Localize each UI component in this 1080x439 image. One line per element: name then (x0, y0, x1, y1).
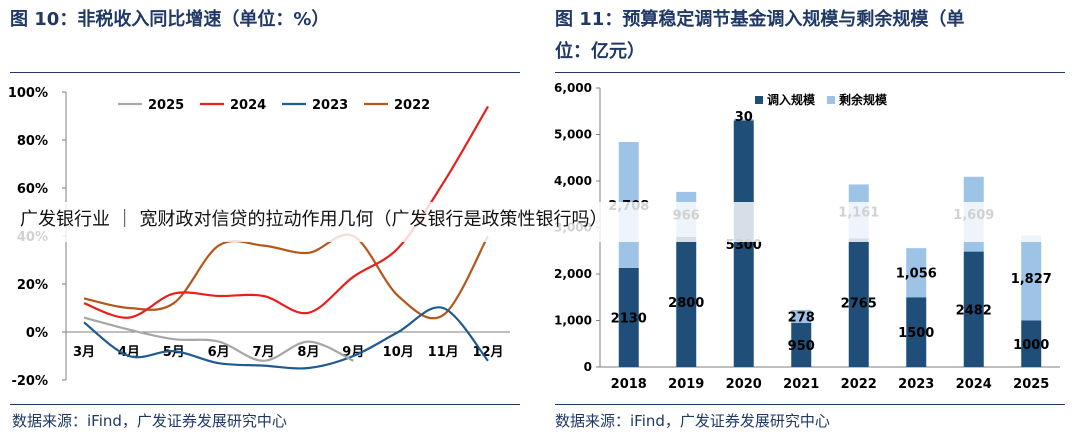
data-label: 278 (788, 310, 815, 325)
x-tick-label: 2020 (726, 377, 762, 392)
bar-调入规模 (676, 236, 697, 367)
data-label: 950 (788, 339, 815, 354)
x-tick-label: 2024 (956, 377, 992, 392)
legend-label: 2024 (230, 98, 266, 113)
right-data-source: 数据来源：iFind，广发证券发展研究中心 (555, 412, 830, 430)
left-source-divider (10, 404, 520, 405)
legend-label: 2023 (312, 98, 348, 113)
y-tick-label: 80% (17, 134, 48, 149)
right-source-divider (555, 404, 1065, 405)
y-tick-label: 100% (8, 86, 48, 101)
bar-剩余规模 (906, 248, 927, 298)
x-tick-label: 2025 (1013, 377, 1049, 392)
series-line-2022 (83, 233, 489, 320)
series-line-2025 (83, 316, 354, 362)
data-label: 30 (735, 110, 753, 125)
left-chart-title: 图 10：非税收入同比增速（单位：%） (10, 9, 330, 30)
data-label: 2800 (668, 296, 704, 311)
data-label: 1,827 (1011, 272, 1052, 287)
bar-调入规模 (733, 120, 754, 367)
series-line-2023 (83, 306, 489, 370)
legend-label: 调入规模 (767, 92, 816, 107)
x-tick-label: 2021 (783, 377, 819, 392)
bar-调入规模 (848, 238, 869, 367)
x-tick-label: 7月 (253, 345, 275, 360)
x-tick-label: 3月 (73, 345, 95, 360)
data-label: 2765 (841, 297, 877, 312)
data-label: 2130 (611, 311, 647, 326)
x-tick-label: 10月 (383, 345, 414, 360)
x-tick-label: 9月 (342, 345, 364, 360)
y-tick-label: 1,000 (554, 314, 592, 328)
bar-调入规模 (906, 297, 927, 367)
right-title-divider (555, 72, 1065, 73)
bar-调入规模 (963, 251, 984, 367)
y-tick-label: 2,000 (554, 267, 592, 281)
non-tax-revenue-line-chart: 100%80%60%40%20%0%-20%3月4月5月6月7月8月9月10月1… (8, 86, 510, 389)
y-tick-label: -20% (11, 374, 48, 389)
y-tick-label: 60% (17, 182, 48, 197)
article-title-overlay (0, 202, 1080, 242)
left-title-divider (10, 72, 520, 73)
bar-调入规模 (791, 322, 812, 367)
x-tick-label: 2018 (611, 377, 647, 392)
y-tick-label: 0% (26, 326, 48, 341)
y-tick-label: 6,000 (554, 81, 592, 95)
legend-label: 剩余规模 (839, 92, 888, 107)
right-chart-title-line1: 图 11：预算稳定调节基金调入规模与剩余规模（单 (555, 9, 965, 30)
left-data-source: 数据来源：iFind，广发证券发展研究中心 (12, 412, 287, 430)
y-tick-label: 4,000 (554, 174, 592, 188)
data-label: 1500 (898, 326, 934, 341)
bar-调入规模 (618, 267, 639, 367)
legend-label: 2022 (394, 98, 430, 113)
right-chart-title-line2: 位：亿元） (555, 41, 645, 62)
article-title-text: 广发银行业 ｜ 宽财政对信贷的拉动作用几何（广发银行是政策性银行吗） (20, 209, 608, 230)
x-tick-label: 6月 (208, 345, 230, 360)
bar-剩余规模 (733, 119, 754, 121)
y-tick-label: 0 (584, 360, 592, 374)
legend-swatch-调入规模 (755, 96, 763, 104)
x-tick-label: 5月 (163, 345, 185, 360)
bar-剩余规模 (791, 309, 812, 323)
x-tick-label: 2023 (898, 377, 934, 392)
x-tick-label: 8月 (297, 345, 319, 360)
bar-剩余规模 (1021, 235, 1042, 321)
data-label: 1000 (1013, 338, 1049, 353)
data-label: 1,056 (896, 267, 937, 282)
x-tick-label: 2019 (668, 377, 704, 392)
x-tick-label: 2022 (841, 377, 877, 392)
y-tick-label: 5,000 (554, 128, 592, 142)
data-label: 2482 (956, 303, 992, 318)
y-tick-label: 20% (17, 278, 48, 293)
bar-调入规模 (1021, 320, 1042, 367)
legend-label: 2025 (148, 98, 184, 113)
legend-swatch-剩余规模 (827, 96, 835, 104)
x-tick-label: 11月 (428, 345, 459, 360)
